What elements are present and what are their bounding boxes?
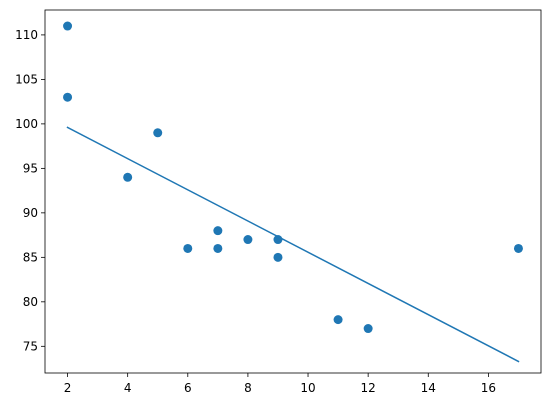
- data-point-5: [63, 21, 73, 31]
- x-tick-label-10: 10: [300, 381, 315, 395]
- data-point-9: [123, 172, 133, 182]
- y-tick-label-100: 100: [15, 117, 38, 131]
- data-point-12: [273, 252, 283, 262]
- y-tick-label-85: 85: [23, 250, 38, 264]
- x-tick-label-4: 4: [124, 381, 132, 395]
- x-tick-label-16: 16: [481, 381, 496, 395]
- y-tick-label-110: 110: [15, 28, 38, 42]
- x-tick-label-8: 8: [244, 381, 252, 395]
- data-point-6: [513, 243, 523, 253]
- y-tick-label-75: 75: [23, 339, 38, 353]
- x-tick-label-2: 2: [64, 381, 72, 395]
- data-point-8: [273, 235, 283, 245]
- data-point-3: [243, 235, 253, 245]
- data-point-1: [153, 128, 163, 138]
- data-point-11: [363, 324, 373, 334]
- y-tick-label-80: 80: [23, 295, 38, 309]
- y-tick-label-105: 105: [15, 72, 38, 86]
- y-tick-label-95: 95: [23, 161, 38, 175]
- x-tick-label-12: 12: [361, 381, 376, 395]
- data-point-7: [63, 92, 73, 102]
- data-point-2: [213, 243, 223, 253]
- axes-frame: [44, 9, 542, 374]
- x-tick-label-6: 6: [184, 381, 192, 395]
- y-tick-label-90: 90: [23, 206, 38, 220]
- plot-area: 2 4 6 8 10 12 14 16 75 80 85 90 95 100 105 110: [15, 9, 542, 395]
- regression-line: [66, 126, 520, 363]
- x-tick-label-14: 14: [421, 381, 436, 395]
- data-point-4: [213, 226, 223, 236]
- data-point-13: [183, 243, 193, 253]
- data-point-10: [333, 315, 343, 325]
